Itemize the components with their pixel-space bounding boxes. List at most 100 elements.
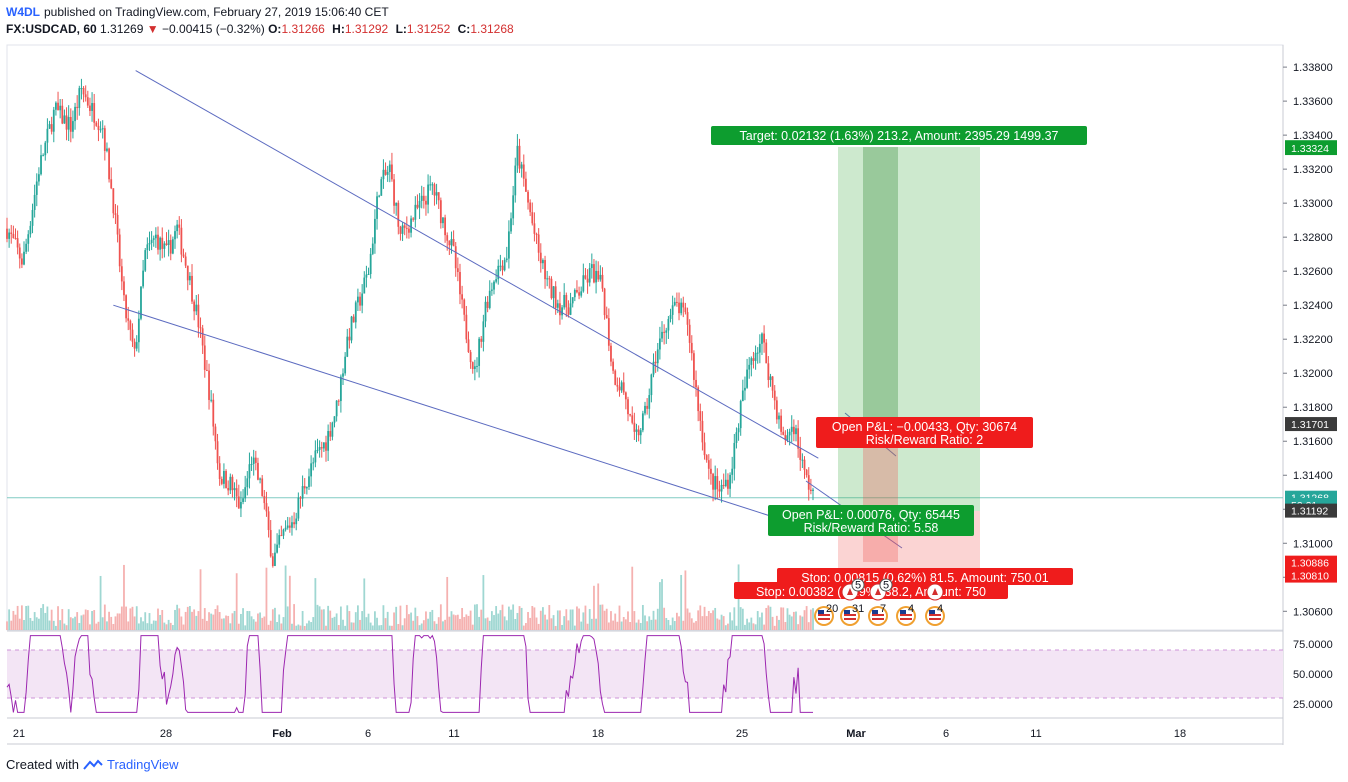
candle-body	[599, 274, 602, 280]
volume-bar	[199, 569, 202, 630]
candle-body	[140, 286, 142, 319]
candle-body	[16, 238, 19, 248]
volume-bar	[673, 621, 676, 630]
candle-body	[418, 200, 421, 208]
candle-body	[86, 97, 89, 106]
author-name[interactable]: W4DL	[6, 5, 40, 19]
volume-bar	[650, 619, 653, 630]
volume-bar	[639, 622, 642, 630]
volume-bar	[784, 622, 787, 630]
volume-bar	[695, 621, 697, 630]
volume-bar	[750, 617, 753, 630]
volume-bar	[286, 606, 289, 630]
candle-body	[282, 529, 285, 536]
candle-body	[137, 318, 140, 343]
candle-body	[227, 487, 230, 491]
candle-body	[280, 535, 283, 537]
price-tick-label: 1.33000	[1293, 198, 1333, 210]
volume-bar	[371, 625, 374, 630]
price-tick-label: 1.31800	[1293, 402, 1333, 414]
candle-body	[567, 307, 570, 315]
volume-bar	[778, 619, 780, 630]
candle-body	[288, 525, 291, 528]
volume-bar	[586, 623, 589, 630]
volume-bar	[278, 614, 281, 630]
candle-body	[624, 392, 627, 400]
volume-bar	[210, 613, 213, 630]
candle-body	[516, 145, 519, 166]
candle-body	[120, 266, 123, 282]
candle-body	[231, 476, 234, 491]
candle-body	[142, 270, 145, 287]
candle-body	[67, 116, 70, 130]
candle-body	[291, 522, 293, 528]
candle-body	[337, 400, 340, 402]
volume-bar	[374, 611, 376, 630]
candle-body	[635, 429, 638, 432]
candle-body	[484, 301, 487, 322]
candle-body	[639, 430, 642, 436]
candle-body	[197, 304, 200, 328]
volume-bar	[295, 625, 298, 630]
candle-body	[618, 386, 621, 391]
volume-bar	[627, 611, 629, 630]
volume-bar	[563, 616, 566, 630]
tradingview-logo-icon	[83, 759, 103, 770]
volume-bar	[618, 605, 621, 630]
candle-body	[782, 431, 785, 435]
time-tick-label: 6	[365, 728, 371, 740]
created-with-text: Created with	[6, 757, 79, 772]
volume-bar	[384, 618, 387, 630]
candle-body	[512, 195, 515, 219]
volume-bar	[339, 606, 342, 630]
target-label: Target: 0.02132 (1.63%) 213.2, Amount: 2…	[711, 126, 1087, 145]
candle-body	[6, 228, 8, 239]
price-tick-label: 1.32200	[1293, 334, 1333, 346]
volume-bar	[756, 611, 759, 630]
candle-body	[112, 188, 115, 214]
candle-body	[676, 301, 678, 303]
volume-bar	[263, 616, 266, 630]
volume-bar	[548, 605, 551, 630]
volume-bar	[161, 610, 164, 630]
volume-bar	[6, 621, 8, 630]
open-pnl-label-1-bg	[768, 505, 974, 536]
candle-body	[18, 247, 21, 259]
volume-bar	[739, 607, 742, 630]
candle-body	[601, 274, 604, 289]
volume-bar	[395, 606, 398, 630]
price-tick-label: 1.33800	[1293, 62, 1333, 74]
candle-body	[348, 336, 351, 341]
candle-body	[748, 364, 751, 370]
volume-bar	[114, 616, 117, 630]
candle-body	[408, 228, 410, 233]
flag-stripe	[818, 618, 830, 620]
volume-bar	[467, 615, 470, 630]
candle-body	[310, 463, 313, 477]
volume-bar	[588, 609, 591, 630]
volume-bar	[518, 606, 521, 630]
candle-body	[576, 289, 578, 293]
volume-bar	[195, 615, 198, 630]
volume-bar	[42, 604, 45, 630]
volume-bar	[203, 608, 206, 630]
volume-bar	[733, 607, 736, 630]
volume-bar	[282, 617, 285, 630]
candle-body	[274, 552, 276, 566]
volume-bar	[584, 605, 587, 630]
volume-bar	[429, 611, 432, 630]
tradingview-link[interactable]: TradingView	[106, 757, 179, 772]
volume-bar	[452, 614, 455, 630]
candle-body	[590, 264, 593, 269]
candle-body	[165, 243, 168, 246]
candle-body	[529, 202, 532, 213]
candle-body	[131, 329, 134, 342]
candle-body	[235, 488, 238, 497]
candle-body	[395, 202, 398, 206]
candle-body	[267, 511, 270, 531]
symbol-label[interactable]: FX:USDCAD, 60	[6, 22, 97, 36]
volume-bar	[510, 609, 512, 630]
volume-bar	[44, 612, 47, 630]
candle-body	[448, 240, 451, 246]
